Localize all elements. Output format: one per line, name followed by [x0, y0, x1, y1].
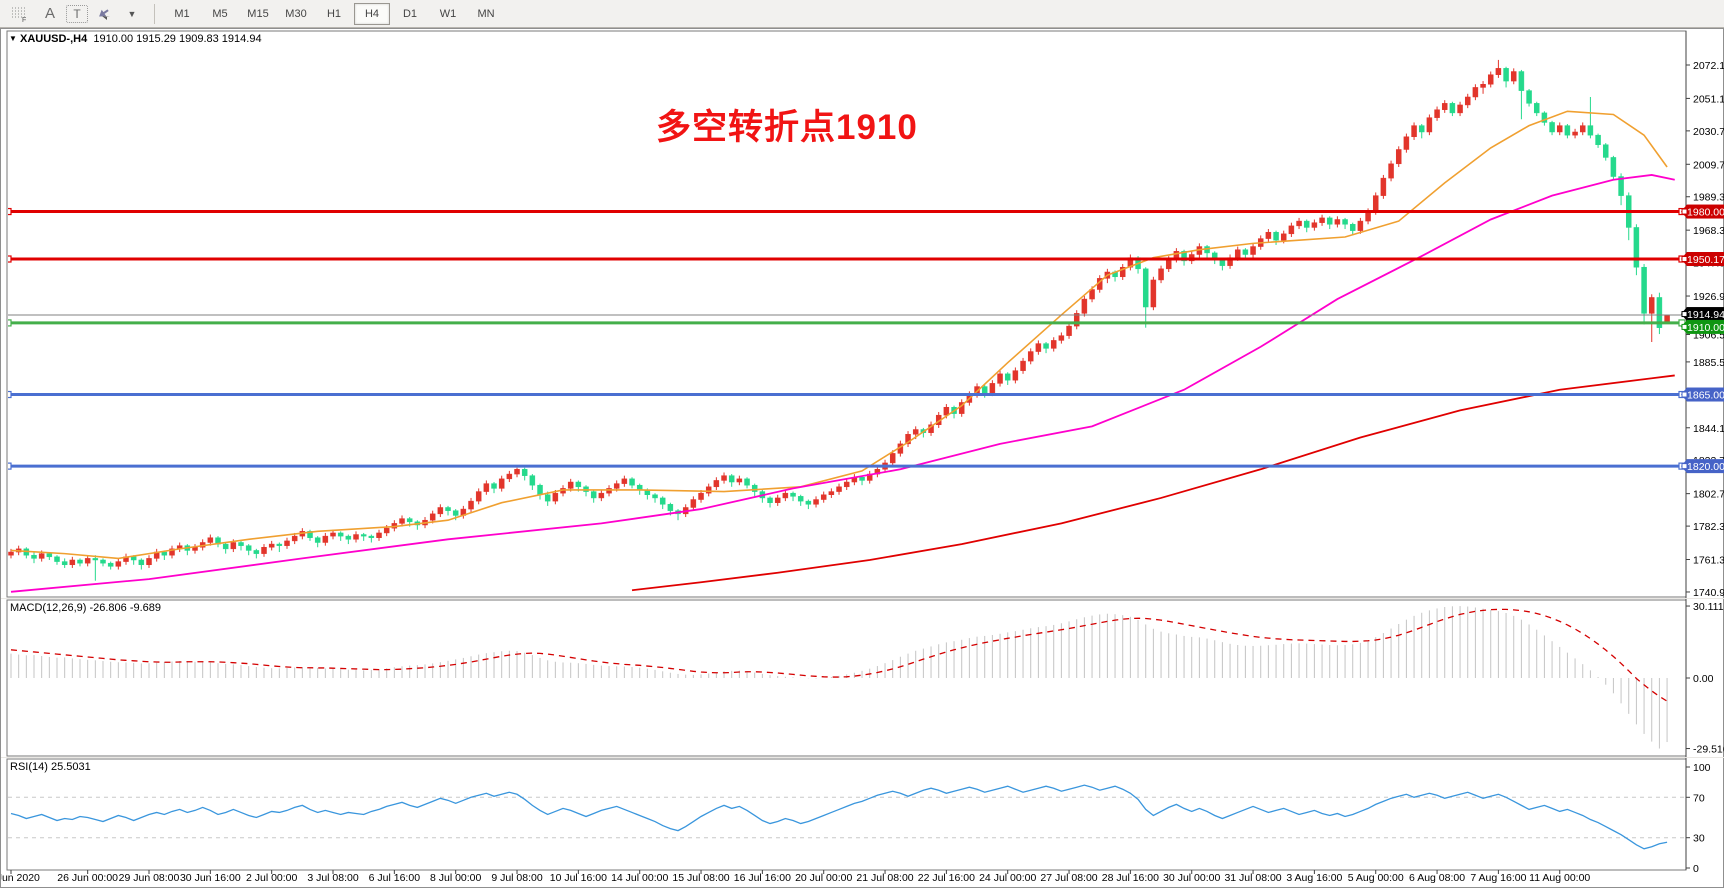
- rsi-axis-tick: 100: [1693, 762, 1711, 774]
- timeframe-group: M1 M5 M15 M30 H1 H4 D1 W1 MN: [163, 2, 505, 25]
- price-axis-tick: 1844.10: [1693, 423, 1724, 435]
- price-axis-tick: 1885.50: [1693, 357, 1724, 369]
- price-axis-tick: 1968.30: [1693, 225, 1724, 237]
- arrows-icon[interactable]: [90, 2, 118, 26]
- dropdown-caret-icon[interactable]: ▼: [127, 8, 137, 19]
- macd-indicator-label: MACD(12,26,9) -26.806 -9.689: [10, 602, 162, 614]
- timeframe-button-w1[interactable]: W1: [439, 7, 457, 20]
- timeframe-button-h4[interactable]: H4: [354, 2, 390, 25]
- time-axis-label: 3 Aug 16:00: [1286, 872, 1342, 884]
- price-level-badge-1865.00: 1865.00: [1681, 387, 1724, 402]
- svg-text:1820.00: 1820.00: [1687, 461, 1724, 473]
- time-axis-label: 26 Jun 00:00: [57, 872, 118, 884]
- time-axis-label: 28 Jul 16:00: [1102, 872, 1159, 884]
- panel-splitter[interactable]: [1, 598, 1724, 599]
- collapse-triangle-icon[interactable]: ▼: [9, 34, 17, 43]
- time-axis-label: 30 Jul 00:00: [1163, 872, 1220, 884]
- price-axis-tick: 2009.70: [1693, 159, 1724, 171]
- time-axis-label: 3 Jul 08:00: [307, 872, 359, 884]
- rsi-axis-tick: 0: [1693, 863, 1699, 875]
- macd-axis-tick: 30.111: [1693, 601, 1724, 613]
- price-level-badge-1950.17: 1950.17: [1681, 252, 1724, 267]
- price-axis-tick: 1926.90: [1693, 291, 1724, 303]
- time-axis-label: 16 Jul 16:00: [734, 872, 791, 884]
- rsi-indicator-label: RSI(14) 25.5031: [10, 761, 91, 773]
- time-axis-label: 10 Jul 16:00: [550, 872, 607, 884]
- price-axis-tick: 2051.10: [1693, 93, 1724, 105]
- ma-slow-red-line[interactable]: [631, 374, 1675, 592]
- chart-title: ▼ XAUUSD-,H4 1910.00 1915.29 1909.83 191…: [9, 33, 262, 45]
- macd-axis-tick: -29.516: [1693, 744, 1724, 756]
- time-axis-label: 31 Jul 08:00: [1224, 872, 1281, 884]
- macd-signal-line: [10, 608, 1668, 702]
- timeframe-button-d1[interactable]: D1: [402, 7, 418, 20]
- chart-window[interactable]: 30.111 0.00 -29.516 100 70 30 0 2072.10 2051.10 2…: [0, 28, 1724, 888]
- timeframe-button-m5[interactable]: M5: [212, 7, 228, 20]
- time-axis-label: 6 Jul 16:00: [369, 872, 421, 884]
- ma-fast-orange-line[interactable]: [10, 110, 1668, 560]
- price-axis-tick: 1802.70: [1693, 489, 1724, 501]
- time-axis-label: 20 Jul 00:00: [795, 872, 852, 884]
- time-axis-label: 9 Jul 08:00: [491, 872, 543, 884]
- chart-symbol: XAUUSD-,H4: [19, 33, 88, 45]
- macd-axis-tick: 0.00: [1693, 673, 1714, 685]
- price-axis-tick: 1782.30: [1693, 521, 1724, 533]
- rsi-axis-tick: 70: [1693, 792, 1705, 804]
- time-axis-label: 24 Jun 2020: [1, 872, 40, 884]
- time-axis-label: 22 Jul 16:00: [918, 872, 975, 884]
- time-axis-label: 5 Aug 00:00: [1348, 872, 1404, 884]
- chart-annotation-text[interactable]: 多空转折点1910: [656, 108, 918, 147]
- price-axis-tick: 1761.30: [1693, 555, 1724, 567]
- price-level-badge-1820.00: 1820.00: [1681, 459, 1724, 474]
- svg-text:F: F: [22, 17, 26, 22]
- time-axis-label: 27 Jul 08:00: [1040, 872, 1097, 884]
- macd-panel[interactable]: 30.111 0.00 -29.516: [10, 601, 1724, 756]
- toolbar: F A T ▼ M1 M5 M15 M30 H1 H4 D1 W1 MN: [0, 0, 1724, 28]
- main-chart-area[interactable]: [5, 59, 1686, 593]
- svg-text:1865.00: 1865.00: [1687, 390, 1724, 402]
- rsi-line: [10, 784, 1668, 850]
- time-axis-label: 30 Jun 16:00: [180, 872, 241, 884]
- panel-frames: [6, 30, 1687, 871]
- time-axis-label: 8 Jul 00:00: [430, 872, 482, 884]
- timeframe-button-mn[interactable]: MN: [477, 7, 495, 20]
- time-axis-label: 24 Jul 00:00: [979, 872, 1036, 884]
- time-axis-label: 14 Jul 00:00: [611, 872, 668, 884]
- time-axis-label: 6 Aug 08:00: [1409, 872, 1465, 884]
- svg-text:1914.94: 1914.94: [1687, 309, 1724, 321]
- price-axis-tick: 2030.70: [1693, 126, 1724, 138]
- timeframe-button-m1[interactable]: M1: [174, 7, 190, 20]
- price-level-badge-1980.00: 1980.00: [1681, 204, 1724, 219]
- time-axis-label: 2 Jul 00:00: [246, 872, 298, 884]
- ma-mid-magenta-line[interactable]: [10, 174, 1675, 593]
- time-axis-label: 21 Jul 08:00: [856, 872, 913, 884]
- current-price-badge: 1914.94: [1681, 307, 1724, 322]
- rsi-axis-tick: 30: [1693, 833, 1705, 845]
- timeframe-button-m15[interactable]: M15: [247, 7, 269, 20]
- rsi-panel[interactable]: 100 70 30 0: [8, 762, 1711, 875]
- timeframe-button-h1[interactable]: H1: [326, 7, 342, 20]
- price-axis-tick: 2072.10: [1693, 60, 1724, 72]
- chart-canvas[interactable]: 30.111 0.00 -29.516 100 70 30 0 2072.10 2051.10 2…: [1, 29, 1724, 888]
- svg-text:1950.17: 1950.17: [1687, 254, 1724, 266]
- price-axis-tick: 1740.90: [1693, 587, 1724, 599]
- price-axis-tick: 1989.30: [1693, 192, 1724, 204]
- text-a-icon[interactable]: A: [44, 5, 55, 22]
- panel-splitter[interactable]: [1, 757, 1724, 758]
- price-level-badge-1910.00: 1910.00: [1681, 319, 1724, 334]
- time-axis-label: 29 Jun 08:00: [119, 872, 180, 884]
- svg-text:1910.00: 1910.00: [1687, 322, 1724, 334]
- toolbar-separator: [154, 3, 155, 24]
- fibonacci-grid-icon[interactable]: F: [6, 2, 34, 26]
- time-axis-label: 11 Aug 00:00: [1529, 872, 1590, 884]
- time-axis-label: 7 Aug 16:00: [1470, 872, 1526, 884]
- timeframe-button-m30[interactable]: M30: [285, 7, 307, 20]
- svg-text:1980.00: 1980.00: [1687, 207, 1724, 219]
- chart-ohlc: 1910.00 1915.29 1909.83 1914.94: [93, 33, 262, 45]
- time-axis-label: 15 Jul 08:00: [672, 872, 729, 884]
- text-label-icon[interactable]: T: [66, 4, 88, 23]
